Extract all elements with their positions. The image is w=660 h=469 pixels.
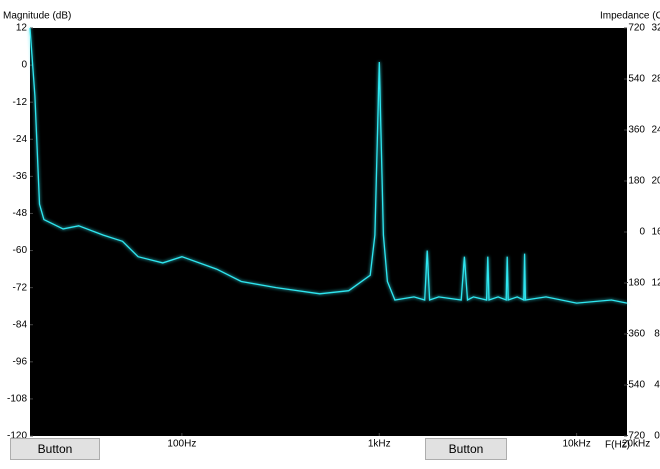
- y2-tick-label: 8: [654, 329, 660, 340]
- y-tick-label: -72: [13, 282, 28, 293]
- y-tick-label: -36: [13, 171, 28, 182]
- phase-tick-label: -540: [625, 380, 645, 391]
- phase-tick-label: -720: [625, 431, 645, 442]
- y2-tick-label: 24: [651, 125, 660, 136]
- y2-tick-label: 0: [654, 431, 660, 442]
- y-tick-label: 0: [21, 60, 27, 71]
- y-tick-label: -108: [7, 394, 27, 405]
- y-tick-label: 12: [16, 23, 28, 34]
- phase-tick-label: -180: [625, 278, 645, 289]
- x-tick-label: 1kHz: [368, 439, 391, 450]
- y2-tick-label: 4: [654, 380, 660, 391]
- y2-axis-label: Impedance (Oh: [600, 11, 660, 22]
- y2-tick-label: 12: [651, 278, 660, 289]
- y-tick-label: -12: [13, 97, 28, 108]
- y-tick-label: -96: [13, 356, 28, 367]
- button[interactable]: Button: [10, 438, 100, 460]
- y2-tick-label: 16: [651, 227, 660, 238]
- phase-tick-label: 180: [628, 176, 645, 187]
- y2-tick-label: 20: [651, 176, 660, 187]
- y2-tick-label: 32: [651, 23, 660, 34]
- x-tick-label: 20kHz: [622, 439, 650, 450]
- y-tick-label: -60: [13, 245, 28, 256]
- phase-tick-label: 540: [628, 74, 645, 85]
- x-axis-label: F(Hz): [605, 440, 630, 451]
- phase-tick-label: 720: [628, 23, 645, 34]
- y-tick-label: -120: [7, 431, 27, 442]
- plot-area: [30, 28, 627, 436]
- y2-tick-label: 28: [651, 74, 660, 85]
- x-tick-label: 10kHz: [562, 439, 590, 450]
- y-axis-label: Magnitude (dB): [3, 11, 71, 22]
- phase-tick-label: -360: [625, 329, 645, 340]
- x-tick-label: 100Hz: [167, 439, 196, 450]
- y-tick-label: -24: [13, 134, 28, 145]
- phase-tick-label: 360: [628, 125, 645, 136]
- phase-tick-label: 0: [639, 227, 645, 238]
- spectrum-line: [29, 27, 628, 304]
- button[interactable]: Button: [425, 438, 507, 460]
- y-tick-label: -48: [13, 208, 28, 219]
- y-tick-label: -84: [13, 319, 28, 330]
